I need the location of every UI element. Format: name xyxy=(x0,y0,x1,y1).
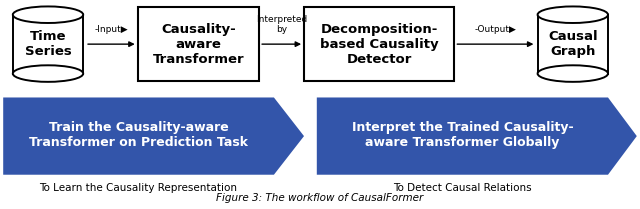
Text: Time
Series: Time Series xyxy=(24,30,72,58)
Text: Interpret the Trained Causality-
aware Transformer Globally: Interpret the Trained Causality- aware T… xyxy=(351,121,573,149)
Polygon shape xyxy=(317,97,637,175)
Text: Train the Causality-aware
Transformer on Prediction Task: Train the Causality-aware Transformer on… xyxy=(29,121,248,149)
Text: -Output▶: -Output▶ xyxy=(474,25,516,34)
FancyBboxPatch shape xyxy=(304,7,454,81)
Polygon shape xyxy=(13,15,83,74)
Text: Causal
Graph: Causal Graph xyxy=(548,30,598,58)
Text: To Detect Causal Relations: To Detect Causal Relations xyxy=(393,183,532,193)
Ellipse shape xyxy=(538,65,608,82)
FancyBboxPatch shape xyxy=(138,7,259,81)
Text: Decomposition-
based Causality
Detector: Decomposition- based Causality Detector xyxy=(320,23,438,66)
Text: Interpreted
by: Interpreted by xyxy=(256,15,307,34)
Text: To Learn the Causality Representation: To Learn the Causality Representation xyxy=(40,183,237,193)
Ellipse shape xyxy=(13,6,83,23)
Text: -Input▶: -Input▶ xyxy=(95,25,128,34)
Text: Figure 3: The workflow of CausalFormer: Figure 3: The workflow of CausalFormer xyxy=(216,193,424,203)
Polygon shape xyxy=(538,15,608,74)
Polygon shape xyxy=(3,97,304,175)
Text: Causality-
aware
Transformer: Causality- aware Transformer xyxy=(152,23,244,66)
Ellipse shape xyxy=(13,65,83,82)
Ellipse shape xyxy=(538,6,608,23)
